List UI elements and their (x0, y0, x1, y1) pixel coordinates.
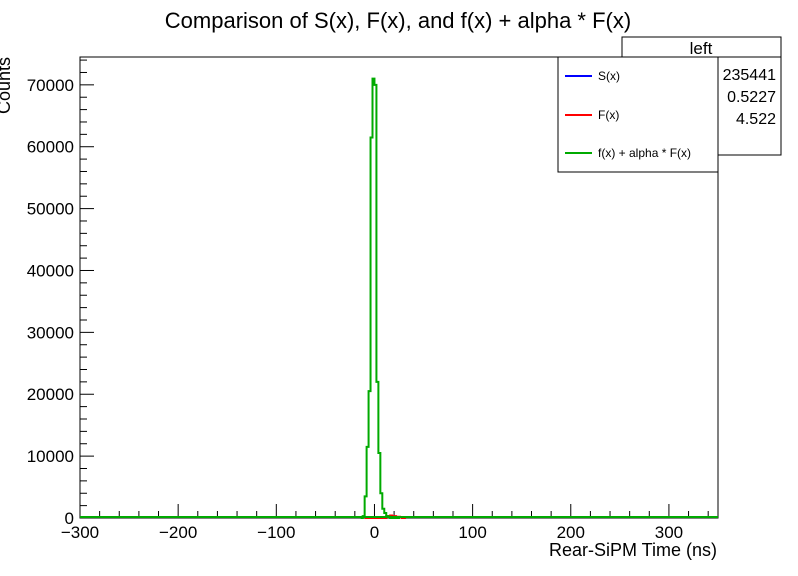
x-tick-label: −200 (159, 523, 197, 542)
legend: S(x) F(x) f(x) + alpha * F(x) (557, 56, 719, 173)
x-axis-label: Rear-SiPM Time (ns) (549, 540, 717, 560)
chart-title: Comparison of S(x), F(x), and f(x) + alp… (165, 8, 631, 33)
x-tick-label: 300 (655, 523, 683, 542)
y-axis-label: Counts (0, 57, 14, 114)
y-tick-label: 20000 (27, 385, 74, 404)
y-tick-label: 40000 (27, 261, 74, 280)
stats-stddev-value: 4.522 (736, 111, 776, 128)
y-axis: 0 10000 20000 30000 40000 50000 60000 70000 (27, 59, 94, 528)
stats-box-title: left (690, 39, 713, 58)
legend-label-f: F(x) (598, 108, 619, 122)
x-tick-label: 200 (557, 523, 585, 542)
series-2 (80, 77, 718, 519)
series-layer (80, 77, 718, 519)
x-tick-label: −300 (61, 523, 99, 542)
y-tick-label: 60000 (27, 138, 74, 157)
y-tick-label: 0 (65, 509, 74, 528)
y-tick-label: 50000 (27, 200, 74, 219)
x-tick-label: 0 (370, 523, 379, 542)
x-tick-label: 100 (458, 523, 486, 542)
legend-label-s: S(x) (598, 69, 620, 83)
y-tick-label: 30000 (27, 323, 74, 342)
series-line (360, 77, 400, 519)
legend-label-sum: f(x) + alpha * F(x) (598, 146, 691, 160)
y-tick-label: 70000 (27, 76, 74, 95)
y-tick-label: 10000 (27, 447, 74, 466)
stats-mean-value: 0.5227 (727, 89, 776, 106)
x-tick-label: −100 (257, 523, 295, 542)
stats-entries-value: 235441 (723, 67, 776, 84)
